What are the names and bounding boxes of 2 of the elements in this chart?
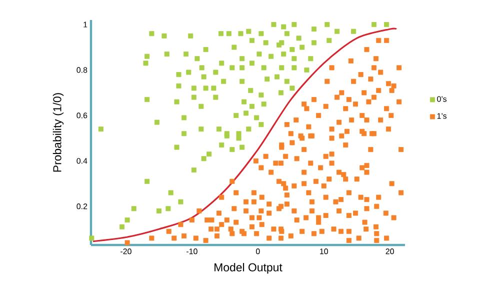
x-axis-title: Model Output [214,263,282,274]
y-axis-title: Probability (1/0) [52,93,64,172]
